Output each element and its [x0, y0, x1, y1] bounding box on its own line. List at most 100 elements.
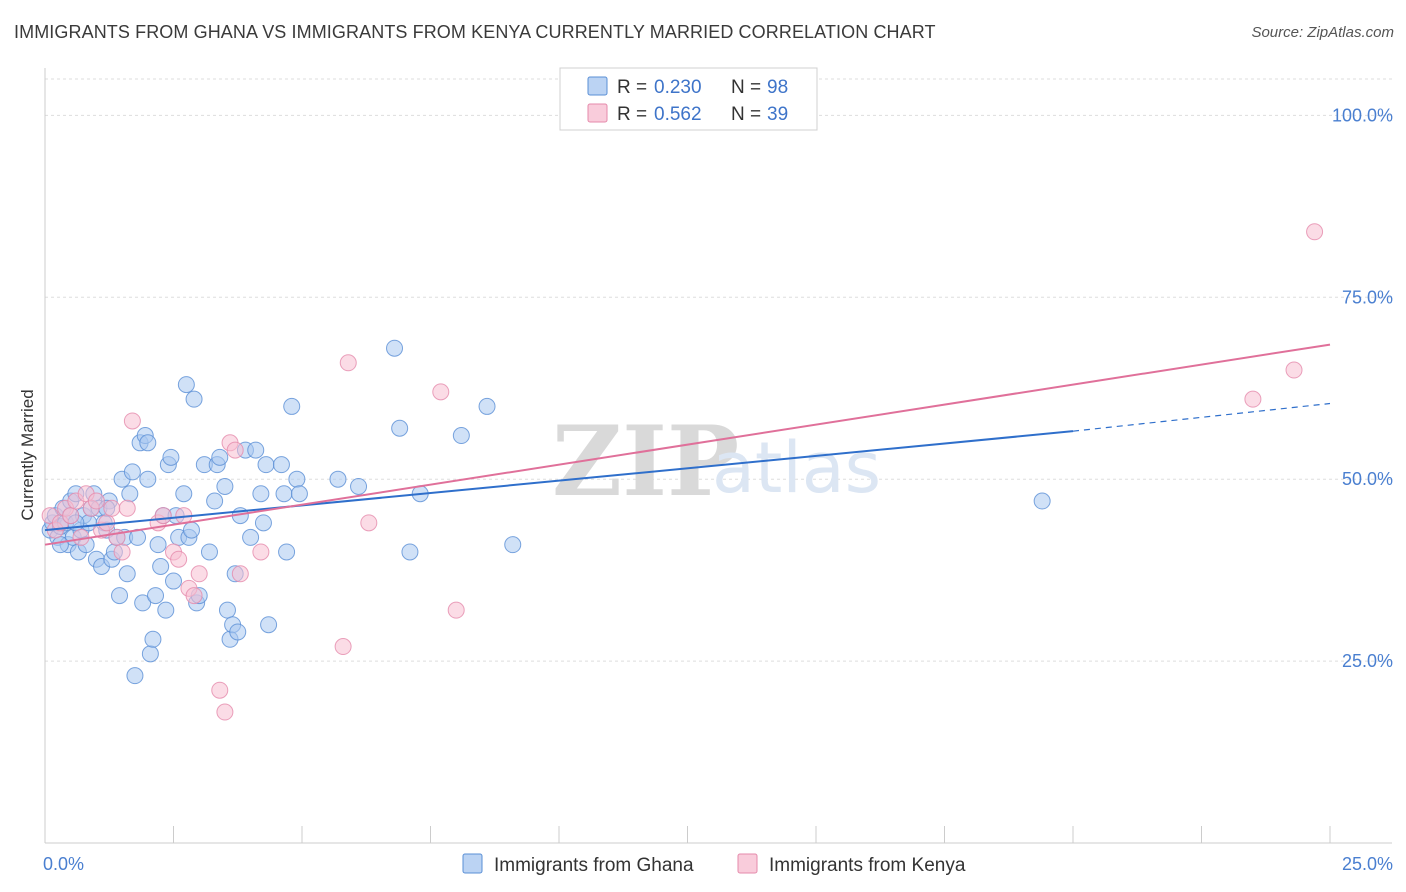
point-ghana — [165, 572, 182, 590]
point-ghana — [504, 536, 522, 554]
bottom-legend-label-ghana: Immigrants from Ghana — [494, 855, 694, 876]
legend-n-label-kenya: N = — [731, 104, 761, 125]
point-ghana — [182, 521, 200, 539]
point-kenya — [185, 587, 203, 605]
point-ghana — [185, 390, 203, 408]
point-ghana — [391, 419, 409, 437]
point-ghana — [141, 645, 159, 663]
point-kenya — [87, 492, 105, 510]
point-ghana — [139, 470, 157, 488]
point-ghana — [51, 536, 69, 554]
point-ghana — [216, 477, 234, 495]
series-kenya-points — [41, 223, 1324, 721]
point-ghana — [254, 514, 272, 532]
bottom-legend: Immigrants from Ghana Immigrants from Ke… — [462, 853, 966, 876]
trend-line-ghana — [44, 430, 1074, 532]
legend-r-value-ghana: 0.230 — [654, 77, 702, 98]
point-kenya — [252, 543, 270, 561]
point-kenya — [170, 550, 188, 568]
legend-n-label-ghana: N = — [731, 77, 761, 98]
point-ghana — [283, 397, 301, 415]
y-tick-label: 50.0% — [1342, 469, 1393, 489]
point-ghana — [175, 485, 193, 503]
legend-n-value-kenya: 39 — [767, 104, 788, 125]
point-kenya — [1244, 390, 1262, 408]
point-ghana — [242, 528, 260, 546]
legend-n-value-ghana: 98 — [767, 77, 788, 98]
point-ghana — [229, 623, 247, 641]
point-kenya — [334, 638, 352, 656]
bottom-legend-label-kenya: Immigrants from Kenya — [769, 855, 966, 876]
x-tick-label-max: 25.0% — [1342, 854, 1393, 874]
trend-lines — [44, 343, 1331, 546]
axes — [44, 68, 1392, 844]
point-kenya — [118, 499, 136, 517]
point-kenya — [231, 565, 249, 583]
point-ghana — [111, 587, 129, 605]
x-tick-label-min: 0.0% — [43, 854, 84, 874]
point-kenya — [103, 499, 121, 517]
point-ghana — [147, 587, 165, 605]
point-ghana — [123, 463, 141, 481]
point-ghana — [252, 485, 270, 503]
point-kenya — [447, 601, 465, 619]
point-kenya — [1285, 361, 1303, 379]
point-ghana — [329, 470, 347, 488]
legend-swatch-kenya — [587, 103, 608, 123]
trend-line-ghana-extension — [1072, 402, 1331, 432]
point-ghana — [257, 456, 275, 474]
point-ghana — [118, 565, 136, 583]
point-ghana — [386, 339, 404, 357]
point-ghana — [177, 376, 195, 394]
point-ghana — [1033, 492, 1051, 510]
point-kenya — [123, 412, 141, 430]
point-kenya — [113, 543, 131, 561]
legend-swatch-ghana — [587, 76, 608, 96]
point-ghana — [272, 456, 290, 474]
series-ghana-points — [41, 339, 1051, 685]
point-ghana — [149, 536, 167, 554]
point-ghana — [134, 594, 152, 612]
point-ghana — [478, 397, 496, 415]
point-ghana — [162, 448, 180, 466]
point-ghana — [401, 543, 419, 561]
point-ghana — [211, 448, 229, 466]
point-ghana — [350, 477, 368, 495]
bottom-legend-swatch-ghana — [462, 853, 483, 874]
legend-r-label-kenya: R = — [617, 104, 647, 125]
point-ghana — [260, 616, 278, 634]
point-ghana — [218, 601, 236, 619]
point-ghana — [200, 543, 218, 561]
point-kenya — [190, 565, 208, 583]
y-axis-label: Currently Married — [18, 389, 37, 520]
chart-title: IMMIGRANTS FROM GHANA VS IMMIGRANTS FROM… — [14, 22, 936, 42]
point-kenya — [339, 354, 357, 372]
x-tick-labels: 0.0% 25.0% — [43, 854, 1393, 874]
legend-r-label-ghana: R = — [617, 77, 647, 98]
point-ghana — [121, 485, 139, 503]
point-ghana — [206, 492, 224, 510]
point-kenya — [360, 514, 378, 532]
point-kenya — [216, 703, 234, 721]
watermark-atlas: atlas — [712, 427, 881, 509]
watermark: ZIP atlas — [552, 405, 881, 518]
point-kenya — [154, 507, 172, 525]
point-kenya — [1306, 223, 1324, 241]
y-tick-label: 25.0% — [1342, 651, 1393, 671]
point-ghana — [452, 427, 470, 445]
y-tick-label: 100.0% — [1332, 105, 1393, 125]
trend-line-kenya — [44, 343, 1331, 546]
point-ghana — [157, 601, 175, 619]
point-ghana — [290, 485, 308, 503]
point-kenya — [62, 507, 80, 525]
source-label: Source: ZipAtlas.com — [1251, 24, 1394, 41]
y-tick-label: 75.0% — [1342, 287, 1393, 307]
bottom-legend-swatch-kenya — [737, 853, 758, 874]
point-kenya — [432, 383, 450, 401]
point-ghana — [152, 558, 170, 576]
legend: R = 0.230 N = 98 R = 0.562 N = 39 — [559, 67, 818, 131]
point-ghana — [144, 630, 162, 648]
legend-r-value-kenya: 0.562 — [654, 104, 702, 125]
point-ghana — [275, 485, 293, 503]
